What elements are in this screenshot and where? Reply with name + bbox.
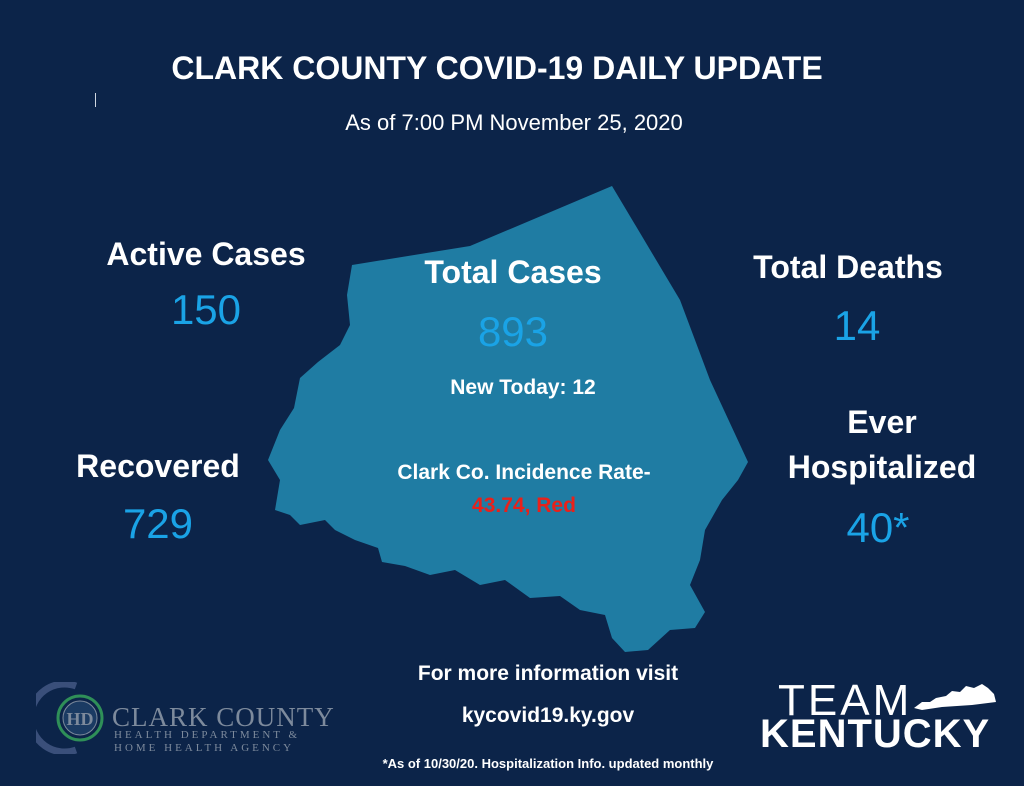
total-cases-value: 893 [477, 308, 549, 355]
text-cursor-mark [95, 93, 96, 107]
more-info-text: For more information visit [417, 662, 679, 685]
active-cases-label: Active Cases [106, 236, 306, 272]
recovered-value: 729 [122, 500, 194, 547]
total-cases-label: Total Cases [424, 254, 602, 290]
page-subtitle: As of 7:00 PM November 25, 2020 [345, 110, 683, 135]
health-dept-line3: HOME HEALTH AGENCY [114, 742, 295, 754]
county-shape [268, 186, 748, 652]
bottom-edge [0, 786, 1024, 794]
total-deaths-value: 14 [833, 302, 881, 349]
incidence-rate-value: 43.74, Red [472, 494, 576, 517]
health-dept-line2: HEALTH DEPARTMENT & [114, 729, 301, 741]
website-link[interactable]: kycovid19.ky.gov [461, 704, 635, 727]
hospitalized-label-line2: Hospitalized [787, 449, 977, 485]
health-dept-name: CLARK COUNTY [112, 702, 335, 732]
page-title: CLARK COUNTY COVID-19 DAILY UPDATE [171, 50, 823, 86]
team-kentucky-kentucky-text: KENTUCKY [760, 712, 991, 756]
team-kentucky-team-text: TEAM [778, 676, 913, 725]
new-today-text: New Today: 12 [450, 376, 596, 399]
recovered-label: Recovered [76, 448, 240, 484]
kentucky-state-icon [914, 684, 996, 710]
health-department-emblem-icon: HD [36, 682, 104, 754]
incidence-rate-label: Clark Co. Incidence Rate- [397, 461, 651, 484]
hospitalized-value: 40* [846, 504, 910, 551]
total-deaths-label: Total Deaths [753, 249, 943, 285]
hospitalized-label-line1: Ever [847, 404, 917, 440]
hospitalization-footnote: *As of 10/30/20. Hospitalization Info. u… [382, 756, 714, 771]
active-cases-value: 150 [170, 286, 242, 333]
logo-monogram: HD [67, 709, 94, 729]
